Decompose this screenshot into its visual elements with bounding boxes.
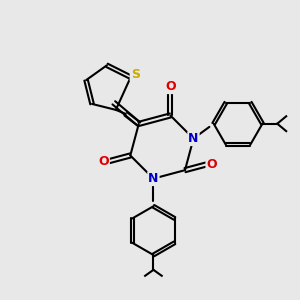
Text: O: O (165, 80, 176, 93)
Text: N: N (148, 172, 159, 185)
Text: S: S (130, 68, 140, 81)
Text: N: N (188, 132, 199, 145)
Text: O: O (206, 158, 217, 171)
Text: O: O (98, 155, 109, 168)
